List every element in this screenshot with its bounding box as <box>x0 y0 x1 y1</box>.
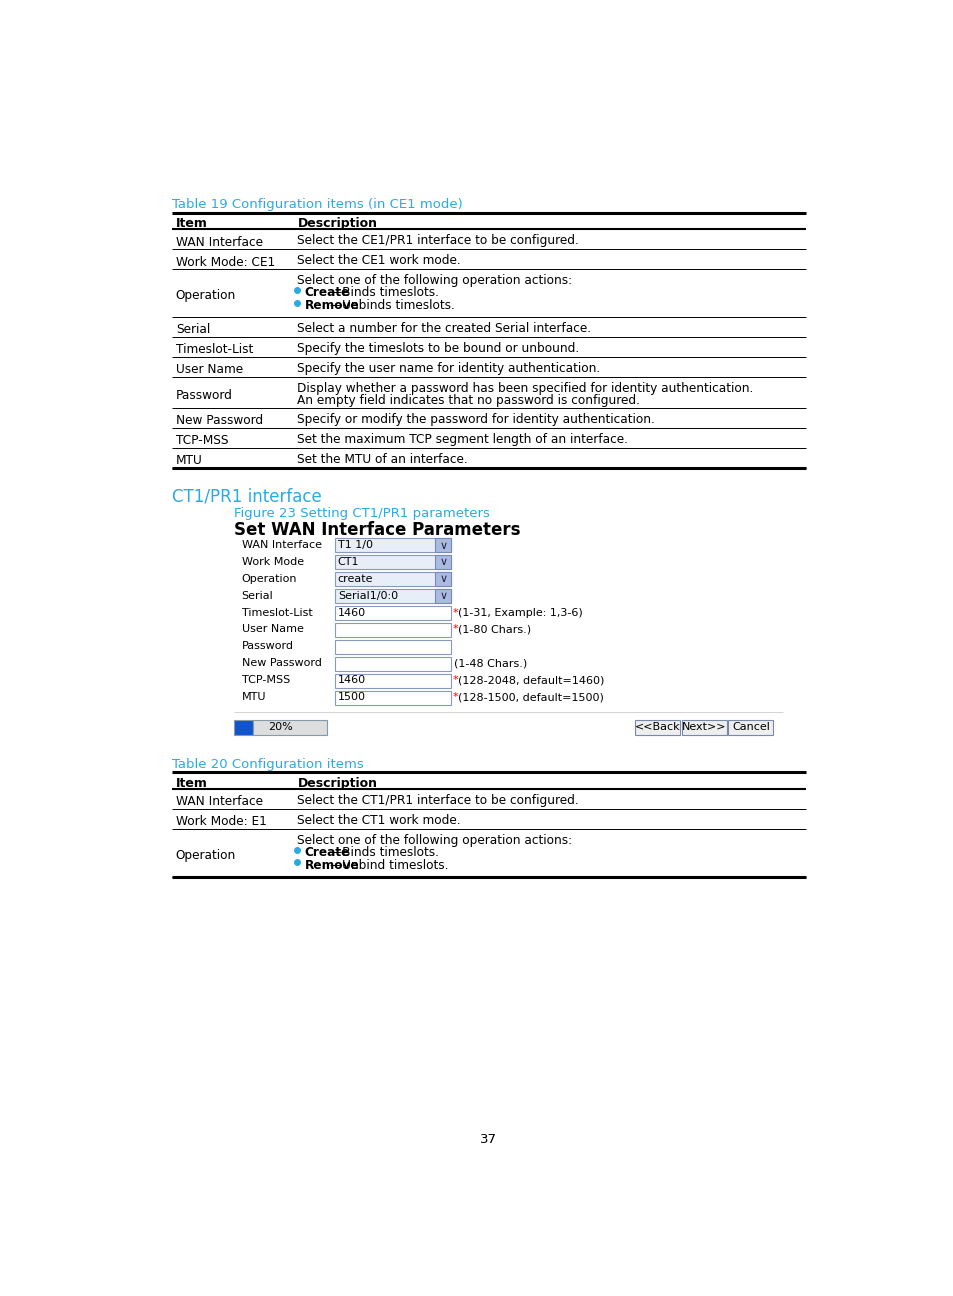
Text: Serial: Serial <box>241 591 274 600</box>
Text: Specify or modify the password for identity authentication.: Specify or modify the password for ident… <box>297 412 655 425</box>
Text: MTU: MTU <box>175 455 202 468</box>
Text: 1460: 1460 <box>337 608 366 617</box>
Text: <<Back: <<Back <box>635 722 680 732</box>
Text: Set WAN Interface Parameters: Set WAN Interface Parameters <box>233 521 520 539</box>
Text: Remove: Remove <box>304 299 358 312</box>
Text: T1 1/0: T1 1/0 <box>337 539 373 550</box>
Text: 1460: 1460 <box>337 675 366 686</box>
Text: WAN Interface: WAN Interface <box>241 539 321 550</box>
Text: Create: Create <box>304 286 350 299</box>
Text: Remove: Remove <box>304 858 358 871</box>
Text: —Binds timeslots.: —Binds timeslots. <box>329 846 438 859</box>
Text: Select the CT1 work mode.: Select the CT1 work mode. <box>297 814 460 827</box>
Text: Item: Item <box>175 218 208 231</box>
Text: Table 20 Configuration items: Table 20 Configuration items <box>172 758 363 771</box>
Text: MTU: MTU <box>241 692 266 702</box>
Bar <box>335 538 451 552</box>
Text: Cancel: Cancel <box>731 722 769 732</box>
Text: Create: Create <box>304 846 350 859</box>
Bar <box>335 572 451 586</box>
Text: New Password: New Password <box>241 658 321 669</box>
Text: create: create <box>337 574 373 583</box>
Text: Description: Description <box>297 218 377 231</box>
Text: TCP-MSS: TCP-MSS <box>175 434 228 447</box>
Text: 37: 37 <box>480 1134 497 1147</box>
Text: Password: Password <box>175 389 233 402</box>
Text: 1500: 1500 <box>337 692 365 702</box>
Text: Select the CE1 work mode.: Select the CE1 work mode. <box>297 254 460 267</box>
Text: ∨: ∨ <box>439 591 447 601</box>
Text: Operation: Operation <box>175 289 235 302</box>
Bar <box>435 555 451 569</box>
Text: Work Mode: CE1: Work Mode: CE1 <box>175 255 274 268</box>
Text: (128-1500, default=1500): (128-1500, default=1500) <box>457 692 603 702</box>
Text: Select the CT1/PR1 interface to be configured.: Select the CT1/PR1 interface to be confi… <box>297 794 578 807</box>
Text: (1-48 Chars.): (1-48 Chars.) <box>454 658 527 669</box>
Text: —Binds timeslots.: —Binds timeslots. <box>329 286 438 299</box>
Text: Serial: Serial <box>175 324 210 337</box>
Text: Display whether a password has been specified for identity authentication.: Display whether a password has been spec… <box>297 382 753 395</box>
Text: Set the maximum TCP segment length of an interface.: Set the maximum TCP segment length of an… <box>297 433 628 446</box>
Text: *: * <box>452 692 457 702</box>
Bar <box>435 538 451 552</box>
Bar <box>681 721 726 735</box>
Bar <box>435 572 451 586</box>
Text: —Unbind timeslots.: —Unbind timeslots. <box>329 858 448 871</box>
Text: User Name: User Name <box>241 625 303 635</box>
Bar <box>435 588 451 603</box>
Text: CT1/PR1 interface: CT1/PR1 interface <box>172 487 321 505</box>
Bar <box>233 721 253 735</box>
Text: ∨: ∨ <box>439 540 447 551</box>
Bar <box>335 691 451 705</box>
Text: WAN Interface: WAN Interface <box>175 236 262 249</box>
Text: Operation: Operation <box>241 574 297 583</box>
Text: Work Mode: Work Mode <box>241 557 303 566</box>
Text: *: * <box>452 675 457 686</box>
Text: TCP-MSS: TCP-MSS <box>241 675 290 686</box>
Text: Set the MTU of an interface.: Set the MTU of an interface. <box>297 452 468 465</box>
Text: —Unbinds timeslots.: —Unbinds timeslots. <box>329 299 454 312</box>
Bar <box>335 555 451 569</box>
Text: Description: Description <box>297 776 377 789</box>
Text: Timeslot-List: Timeslot-List <box>241 608 313 617</box>
Text: Select the CE1/PR1 interface to be configured.: Select the CE1/PR1 interface to be confi… <box>297 235 578 248</box>
Text: ∨: ∨ <box>439 557 447 568</box>
Text: Specify the user name for identity authentication.: Specify the user name for identity authe… <box>297 362 600 375</box>
Text: (1-31, Example: 1,3-6): (1-31, Example: 1,3-6) <box>457 608 582 617</box>
Text: WAN Interface: WAN Interface <box>175 796 262 809</box>
Text: Select one of the following operation actions:: Select one of the following operation ac… <box>297 273 572 288</box>
Text: Timeslot-List: Timeslot-List <box>175 343 253 356</box>
Bar <box>335 623 451 636</box>
Bar <box>335 640 451 653</box>
Text: Figure 23 Setting CT1/PR1 parameters: Figure 23 Setting CT1/PR1 parameters <box>233 508 489 521</box>
Text: *: * <box>452 608 457 617</box>
Text: Operation: Operation <box>175 849 235 862</box>
Text: Select one of the following operation actions:: Select one of the following operation ac… <box>297 833 572 846</box>
Text: (128-2048, default=1460): (128-2048, default=1460) <box>457 675 603 686</box>
Bar <box>335 607 451 619</box>
Bar <box>635 721 679 735</box>
Text: 20%: 20% <box>268 722 293 732</box>
Text: ∨: ∨ <box>439 574 447 584</box>
Text: New Password: New Password <box>175 415 263 428</box>
Text: Select a number for the created Serial interface.: Select a number for the created Serial i… <box>297 321 591 334</box>
Bar <box>335 674 451 688</box>
Bar <box>335 588 451 603</box>
Bar <box>728 721 773 735</box>
Text: An empty field indicates that no password is configured.: An empty field indicates that no passwor… <box>297 394 639 407</box>
Text: Item: Item <box>175 776 208 789</box>
Text: Next>>: Next>> <box>681 722 726 732</box>
Bar <box>253 721 327 735</box>
Text: *: * <box>452 625 457 635</box>
Text: (1-80 Chars.): (1-80 Chars.) <box>457 625 531 635</box>
Text: Work Mode: E1: Work Mode: E1 <box>175 815 267 828</box>
Text: Specify the timeslots to be bound or unbound.: Specify the timeslots to be bound or unb… <box>297 342 579 355</box>
Text: Password: Password <box>241 642 294 652</box>
Text: CT1: CT1 <box>337 557 359 566</box>
Text: User Name: User Name <box>175 363 243 376</box>
Bar <box>335 657 451 670</box>
Text: Table 19 Configuration items (in CE1 mode): Table 19 Configuration items (in CE1 mod… <box>172 198 462 211</box>
Text: Serial1/0:0: Serial1/0:0 <box>337 591 397 600</box>
